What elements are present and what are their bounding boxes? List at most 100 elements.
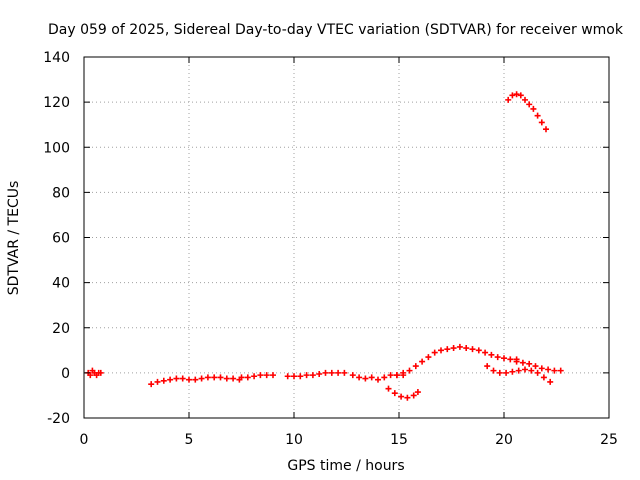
data-point: [387, 372, 394, 379]
data-point: [328, 369, 335, 376]
data-point: [404, 394, 411, 401]
data-point: [341, 369, 348, 376]
data-point: [335, 369, 342, 376]
y-tick-label: 120: [43, 95, 70, 111]
data-point: [303, 372, 310, 379]
data-point: [173, 375, 180, 382]
data-point: [534, 112, 541, 119]
data-point: [543, 126, 549, 133]
data-point: [526, 101, 533, 108]
data-point: [513, 358, 520, 365]
data-point: [322, 369, 329, 376]
data-point: [490, 367, 497, 374]
x-tick-label: 15: [390, 432, 408, 448]
series-segment-8: [484, 363, 554, 385]
data-point: [393, 372, 400, 379]
data-point: [507, 356, 514, 363]
data-point: [419, 358, 426, 365]
series-segment-1: [85, 367, 104, 379]
data-point: [154, 378, 161, 385]
y-axis-label: SDTVAR / TECUs: [6, 181, 22, 296]
data-point: [375, 376, 381, 383]
data-point: [412, 363, 419, 370]
data-points: [85, 91, 564, 401]
data-point: [381, 374, 388, 381]
data-point: [534, 369, 541, 376]
data-point: [431, 349, 438, 356]
data-point: [526, 360, 533, 367]
data-point: [496, 369, 503, 376]
data-point: [444, 346, 451, 353]
data-point: [368, 374, 375, 381]
data-point: [522, 366, 528, 373]
data-point: [530, 105, 537, 112]
data-point: [362, 375, 369, 382]
data-point: [167, 376, 174, 383]
data-point: [148, 381, 155, 388]
data-point: [349, 372, 356, 379]
data-point: [400, 369, 407, 376]
data-point: [217, 374, 224, 381]
data-point: [179, 375, 186, 382]
axis-ticks: 0 5 10 15 20 25 -20 0 20 40 60 80 100 120 140: [43, 50, 618, 448]
x-tick-label: 20: [495, 432, 513, 448]
data-point: [456, 343, 463, 350]
data-point: [532, 363, 539, 370]
data-point: [316, 371, 323, 378]
data-point: [284, 373, 291, 380]
y-tick-label: 0: [61, 366, 70, 382]
data-point: [398, 393, 405, 400]
data-point: [211, 374, 218, 381]
series-segment-9: [513, 358, 564, 374]
data-point: [410, 392, 417, 399]
data-point: [192, 376, 199, 383]
data-point: [238, 374, 245, 381]
y-tick-label: 100: [43, 140, 70, 156]
data-point: [309, 372, 316, 379]
data-point: [204, 374, 211, 381]
y-tick-label: 80: [52, 185, 70, 201]
y-tick-label: 20: [52, 321, 70, 337]
y-tick-label: 40: [52, 276, 70, 292]
series-segment-5: [349, 372, 407, 383]
data-point: [482, 349, 489, 356]
data-point: [160, 377, 167, 384]
data-point: [547, 378, 554, 385]
data-point: [540, 374, 547, 381]
data-point: [509, 368, 516, 375]
data-point: [515, 367, 522, 374]
y-tick-label: 60: [52, 231, 70, 247]
x-axis-label: GPS time / hours: [287, 458, 404, 474]
data-point: [538, 365, 545, 372]
data-point: [406, 367, 413, 374]
y-tick-label: 140: [43, 50, 70, 66]
x-tick-label: 0: [80, 432, 89, 448]
data-point: [385, 385, 392, 392]
data-point: [528, 367, 535, 374]
series-segment-3: [238, 372, 276, 381]
data-point: [522, 96, 528, 103]
data-point: [223, 375, 230, 382]
data-point: [391, 390, 398, 397]
data-point: [263, 372, 270, 379]
data-point: [517, 92, 524, 99]
series-segment-2: [148, 374, 243, 388]
data-point: [538, 119, 545, 126]
data-point: [297, 373, 304, 380]
data-point: [503, 369, 510, 376]
data-point: [425, 354, 432, 361]
chart-title: Day 059 of 2025, Sidereal Day-to-day VTE…: [48, 22, 624, 38]
data-point: [519, 359, 526, 366]
data-point: [513, 91, 520, 98]
data-point: [463, 345, 470, 352]
y-tick-label: -20: [47, 411, 70, 427]
data-point: [438, 347, 444, 354]
data-point: [244, 374, 251, 381]
x-tick-label: 10: [285, 432, 303, 448]
data-point: [469, 346, 476, 353]
data-point: [230, 375, 237, 382]
data-point: [494, 354, 501, 361]
data-point: [475, 347, 482, 354]
series-segment-10: [505, 91, 549, 133]
